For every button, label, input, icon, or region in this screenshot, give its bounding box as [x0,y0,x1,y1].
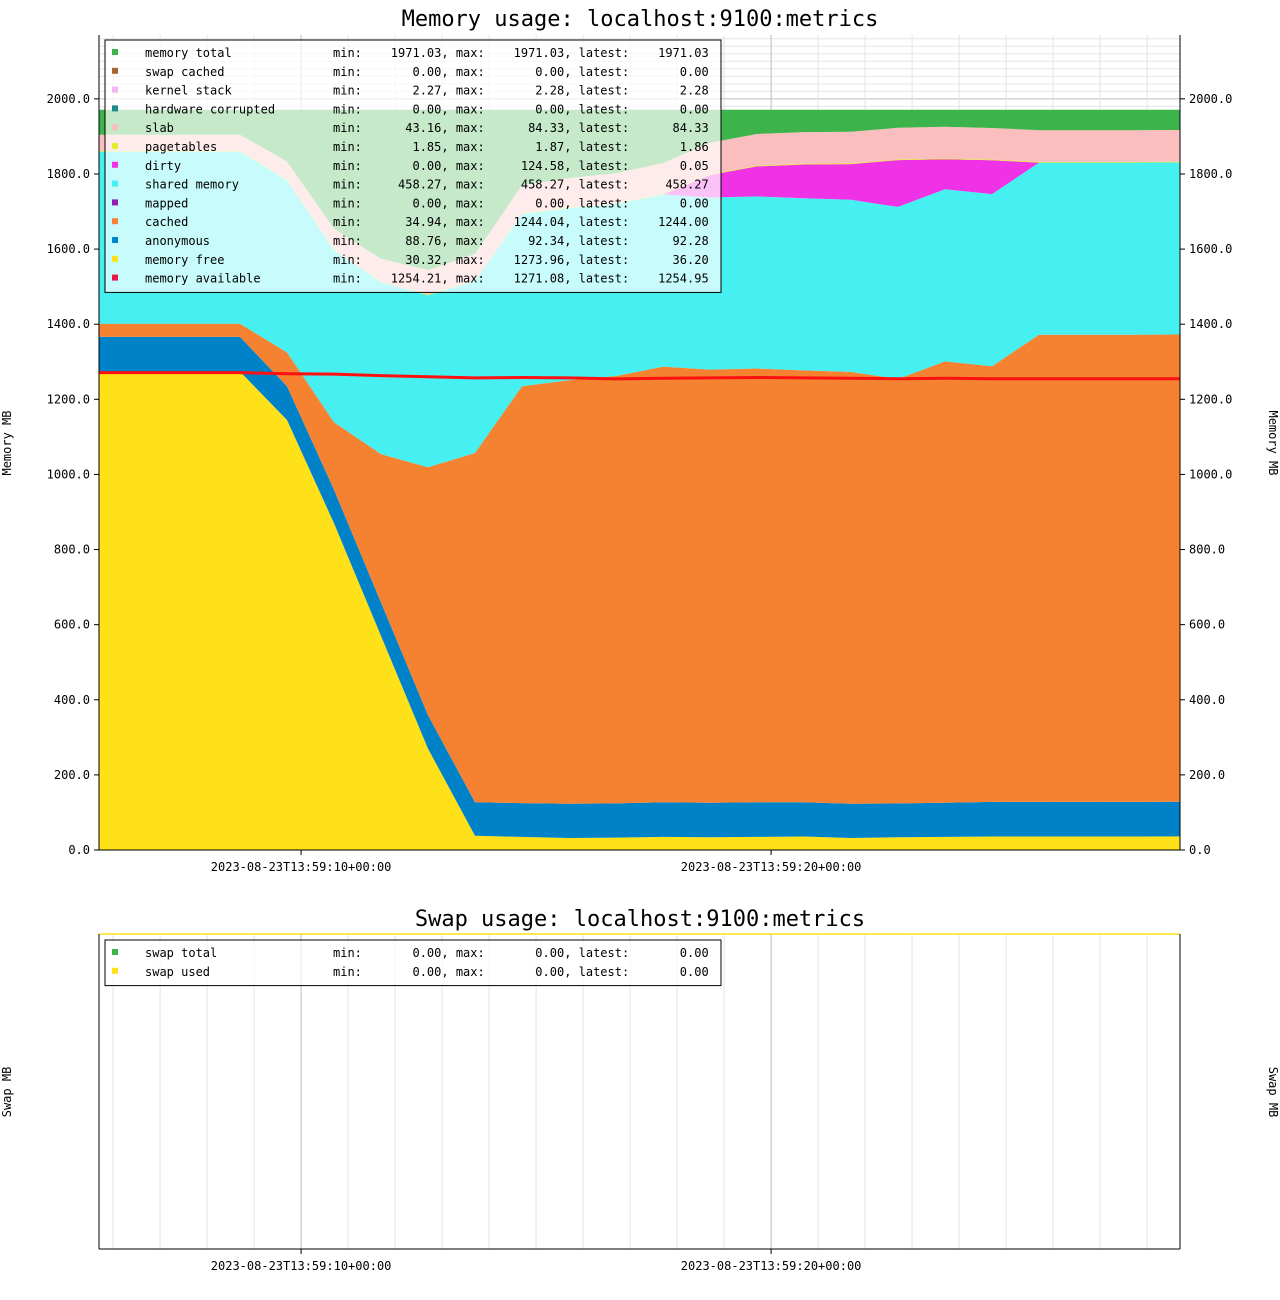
memory-legend-stats: min: 2.27, max: 2.28, latest: 2.28 [333,84,709,98]
swap-legend-stats: min: 0.00, max: 0.00, latest: 0.00 [333,965,709,979]
memory-usage-chart: Memory usage: localhost:9100:metrics 0.0… [0,7,1280,874]
memory-legend-stats: min: 1254.21, max: 1271.08, latest: 1254… [333,272,709,286]
memory-legend-stats: min: 0.00, max: 0.00, latest: 0.00 [333,102,709,116]
memory-legend-label: slab [145,121,174,135]
swap-usage-chart: Swap usage: localhost:9100:metrics 2023-… [0,907,1280,1273]
swap-x-tick-label: 2023-08-23T13:59:10+00:00 [211,1259,392,1273]
swap-x-tick-label: 2023-08-23T13:59:20+00:00 [681,1259,862,1273]
swap-legend-swatch [112,949,118,955]
memory-x-tick-label: 2023-08-23T13:59:20+00:00 [681,860,862,874]
memory-legend-label: swap cached [145,65,224,79]
memory-legend-label: memory total [145,46,232,60]
memory-legend-stats: min: 1971.03, max: 1971.03, latest: 1971… [333,46,709,60]
memory-y-tick-label-right: 200.0 [1189,768,1225,782]
memory-legend-label: kernel stack [145,84,232,98]
memory-legend-box [104,39,722,293]
memory-y-tick-label-left: 2000.0 [47,92,90,106]
memory-legend-swatch [112,86,118,93]
memory-y-tick-label-left: 1600.0 [47,242,90,256]
swap-legend-swatch [112,967,118,974]
memory-y-tick-label-right: 1600.0 [1189,242,1232,256]
memory-legend-stats: min: 43.16, max: 84.33, latest: 84.33 [333,121,709,135]
swap-grid [99,933,1180,1249]
memory-legend-swatch [112,255,118,262]
memory-y-tick-label-right: 1200.0 [1189,392,1232,406]
memory-legend-swatch [112,274,118,281]
memory-y-tick-label-left: 600.0 [54,618,90,632]
swap-legend: swap total min: 0.00, max: 0.00, latest: … [104,939,722,987]
memory-legend-swatch [112,161,118,168]
memory-y-axis-label-left: Memory MB [0,410,14,475]
memory-line-layer [99,371,1180,381]
memory-legend-label: shared memory [145,178,239,192]
memory-legend-label: mapped [145,196,188,210]
swap-plot-background [99,934,1180,1249]
area-shared-memory [99,151,1180,468]
memory-legend-swatch [112,218,118,225]
memory-y-tick-label-left: 400.0 [54,693,90,707]
memory-legend-stats: min: 0.00, max: 0.00, latest: 0.00 [333,65,709,79]
memory-axes: 0.0 0.0 200.0 200.0 400.0 400.0 600.0 600.0 800.… [47,35,1232,874]
memory-legend: memory total min: 1971.03, max: 1971.03, … [104,39,722,293]
memory-y-tick-label-left: 0.0 [68,843,90,857]
memory-legend-stats: min: 30.32, max: 1273.96, latest: 36.20 [333,253,709,267]
memory-legend-swatch [112,180,118,187]
memory-legend-swatch [112,124,118,131]
memory-legend-label: memory available [145,272,261,286]
area-dirty [99,151,1180,296]
memory-y-tick-label-left: 1800.0 [47,167,90,181]
memory-y-axis-label-right: Memory MB [1266,410,1280,475]
memory-legend-label: cached [145,215,188,229]
memory-y-tick-label-right: 0.0 [1189,843,1211,857]
memory-y-tick-label-right: 1000.0 [1189,467,1232,481]
memory-legend-swatch [112,237,118,243]
memory-x-tick-label: 2023-08-23T13:59:10+00:00 [211,860,392,874]
memory-y-tick-label-left: 1200.0 [47,392,90,406]
swap-legend-box [104,939,722,987]
memory-legend-stats: min: 88.76, max: 92.34, latest: 92.28 [333,234,709,248]
memory-legend-label: memory free [145,253,224,267]
memory-y-tick-label-right: 600.0 [1189,618,1225,632]
memory-legend-label: dirty [145,159,181,173]
memory-legend-swatch [112,49,118,55]
area-cached [99,323,1180,804]
swap-legend-label: swap used [145,965,210,979]
swap-legend-label: swap total [145,946,217,960]
memory-y-tick-label-left: 800.0 [54,543,90,557]
memory-legend-stats: min: 34.94, max: 1244.04, latest: 1244.0… [333,215,709,229]
swap-y-axis-label-left: Swap MB [0,1067,14,1118]
memory-legend-swatch [112,143,118,149]
memory-legend-label: pagetables [145,140,217,154]
memory-legend-swatch [112,67,118,74]
memory-legend-swatch [112,105,118,112]
swap-legend-stats: min: 0.00, max: 0.00, latest: 0.00 [333,946,709,960]
swap-axes: 2023-08-23T13:59:10+00:00 2023-08-23T13:5… [98,934,1181,1273]
memory-legend-stats: min: 0.00, max: 124.58, latest: 0.05 [333,159,709,173]
memory-y-tick-label-right: 1400.0 [1189,317,1232,331]
memory-y-tick-label-left: 1400.0 [47,317,90,331]
memory-y-tick-label-right: 2000.0 [1189,92,1232,106]
memory-y-tick-label-left: 200.0 [54,768,90,782]
memory-y-tick-label-right: 800.0 [1189,543,1225,557]
swap-chart-title: Swap usage: localhost:9100:metrics [415,907,865,932]
memory-y-tick-label-right: 1800.0 [1189,167,1232,181]
memory-chart-title: Memory usage: localhost:9100:metrics [402,7,879,32]
line-memory-available [99,371,1180,381]
memory-y-tick-label-right: 400.0 [1189,693,1225,707]
memory-legend-stats: min: 458.27, max: 458.27, latest: 458.27 [333,178,709,192]
memory-legend-label: anonymous [145,234,210,248]
memory-legend-label: hardware corrupted [145,102,275,116]
memory-legend-stats: min: 0.00, max: 0.00, latest: 0.00 [333,196,709,210]
area-memory-free [99,371,1180,850]
memory-legend-swatch [112,199,118,206]
memory-legend-stats: min: 1.85, max: 1.87, latest: 1.86 [333,140,709,154]
memory-y-tick-label-left: 1000.0 [47,467,90,481]
swap-y-axis-label-right: Swap MB [1266,1067,1280,1118]
